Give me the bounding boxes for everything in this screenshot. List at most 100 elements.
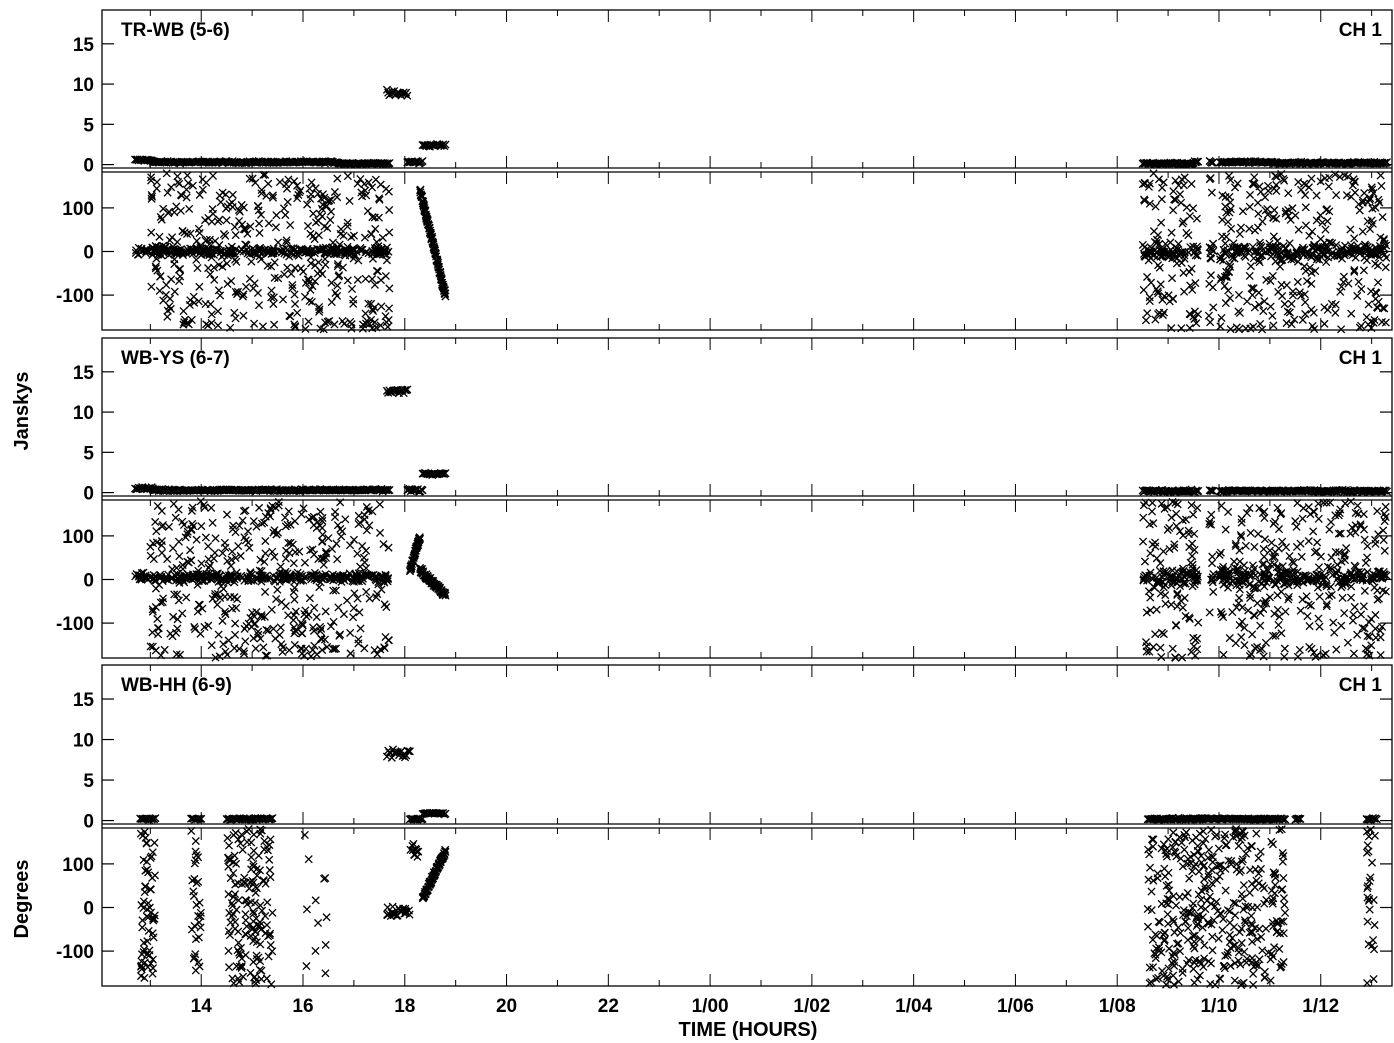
data-point [361, 274, 370, 283]
data-point [162, 169, 171, 178]
axis-ticks [102, 10, 1392, 986]
data-point [270, 273, 279, 282]
data-point [1155, 308, 1164, 317]
data-point [364, 299, 373, 308]
data-point [1347, 593, 1356, 602]
data-point [1215, 872, 1224, 881]
data-point [236, 551, 245, 561]
data-point [222, 259, 232, 268]
data-point [361, 186, 370, 195]
data-point [1189, 942, 1198, 951]
data-point [1245, 504, 1254, 513]
data-point [1221, 239, 1230, 248]
data-point [1188, 931, 1198, 941]
data-point [163, 306, 172, 315]
data-point [169, 499, 178, 508]
data-point [252, 522, 261, 531]
data-point [1298, 315, 1307, 324]
data-point [255, 228, 264, 238]
data-point [148, 605, 157, 614]
data-point [1190, 931, 1199, 940]
data-point [1239, 881, 1248, 890]
data-point [1361, 558, 1370, 568]
data-point [290, 290, 299, 299]
data-point [1270, 184, 1279, 193]
data-point [1350, 561, 1359, 570]
data-point [246, 931, 255, 940]
data-point [1298, 514, 1307, 523]
data-point [1288, 291, 1298, 300]
data-point [314, 258, 323, 267]
data-point [1180, 572, 1189, 581]
data-point [1212, 897, 1221, 907]
data-point [1158, 966, 1167, 976]
data-point [1266, 955, 1275, 964]
data-point [257, 185, 266, 195]
data-point [1159, 547, 1168, 556]
data-point [308, 281, 317, 291]
data-point [1300, 290, 1309, 299]
data-point [166, 294, 175, 303]
data-point [164, 209, 173, 218]
data-point [313, 918, 323, 928]
data-point [1235, 867, 1244, 877]
data-point [178, 517, 187, 526]
data-point [1257, 242, 1266, 252]
data-point [1192, 157, 1202, 166]
data-point [1244, 902, 1253, 911]
data-point [441, 591, 450, 600]
data-point [1361, 644, 1370, 653]
data-point [1254, 529, 1263, 538]
data-point [1330, 628, 1339, 637]
data-point [1321, 225, 1330, 234]
data-point [1172, 259, 1181, 268]
data-point [234, 542, 243, 551]
data-point [1173, 589, 1182, 598]
data-point [1292, 542, 1302, 552]
data-point [1346, 529, 1355, 538]
data-point [1358, 196, 1367, 205]
data-point [1337, 557, 1346, 566]
data-point [188, 181, 197, 190]
data-point [1302, 571, 1311, 581]
data-point [1349, 610, 1358, 619]
data-point [253, 871, 262, 880]
data-point [296, 576, 305, 586]
data-point [1241, 570, 1250, 579]
panel-frame [101, 9, 1393, 331]
data-point [268, 191, 277, 200]
data-point [1188, 836, 1197, 845]
data-point [251, 882, 260, 891]
data-point [374, 213, 383, 222]
data-point [236, 943, 245, 953]
data-point [441, 469, 450, 478]
data-point [376, 321, 385, 330]
data-point [226, 323, 235, 332]
data-point [278, 573, 287, 582]
data-point [382, 603, 391, 612]
data-point [1180, 287, 1189, 296]
data-point [1340, 609, 1349, 618]
data-point [330, 320, 339, 329]
data-point [275, 630, 284, 640]
data-point [341, 515, 350, 524]
data-point [1351, 528, 1360, 537]
data-point [1165, 576, 1174, 585]
data-point [1224, 286, 1233, 295]
data-point [1185, 874, 1194, 883]
data-point [1304, 183, 1314, 192]
data-point [1180, 830, 1189, 839]
data-point [187, 525, 196, 534]
data-point [1254, 209, 1263, 218]
data-point [1258, 946, 1267, 955]
data-point [1144, 587, 1154, 596]
data-point [241, 878, 250, 887]
data-point [277, 598, 286, 607]
data-point [1151, 202, 1160, 211]
data-point [285, 252, 294, 261]
data-point [1247, 284, 1256, 293]
data-point [224, 890, 233, 899]
data-point [1219, 650, 1228, 659]
data-point [1241, 849, 1251, 858]
data-point [1167, 581, 1176, 590]
